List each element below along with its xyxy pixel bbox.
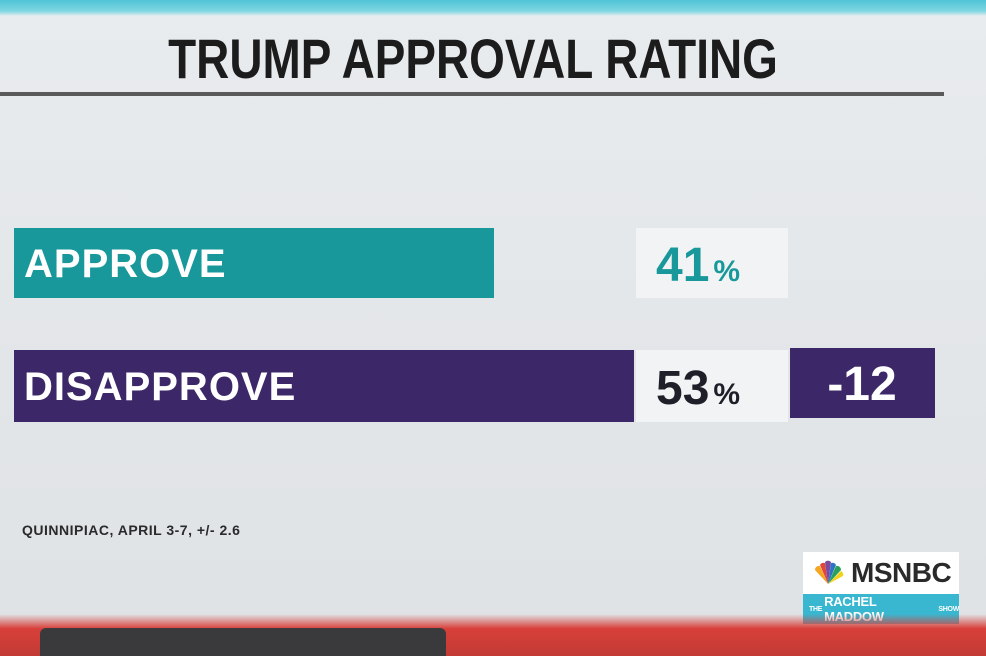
top-accent-band [0, 0, 986, 16]
value-unit: % [713, 255, 740, 288]
value-box-approve [636, 228, 788, 298]
network-name: MSNBC [851, 557, 952, 588]
chart-title: TRUMP APPROVAL RATING [168, 27, 778, 90]
bar-approve [14, 228, 494, 298]
value-label-approve: 41% [656, 239, 740, 292]
peacock-icon [814, 560, 844, 584]
bar-disapprove [14, 350, 634, 422]
show-suffix: SHOW [938, 605, 959, 613]
logo-top: MSNBC [803, 552, 959, 594]
value-label-disapprove: 53% [656, 362, 740, 415]
net-difference-label: -12 [827, 358, 896, 411]
source-note: QUINNIPIAC, APRIL 3-7, +/- 2.6 [22, 522, 241, 538]
value-number: 41 [656, 239, 709, 292]
title-divider [0, 92, 944, 96]
show-prefix: THE [809, 605, 823, 613]
value-unit: % [713, 378, 740, 411]
tv-bezel [40, 628, 446, 656]
bar-label-disapprove: DISAPPROVE [24, 365, 296, 409]
value-box-disapprove [636, 350, 788, 422]
bar-label-approve: APPROVE [24, 242, 227, 286]
net-difference-box [790, 348, 935, 418]
value-number: 53 [656, 362, 709, 415]
